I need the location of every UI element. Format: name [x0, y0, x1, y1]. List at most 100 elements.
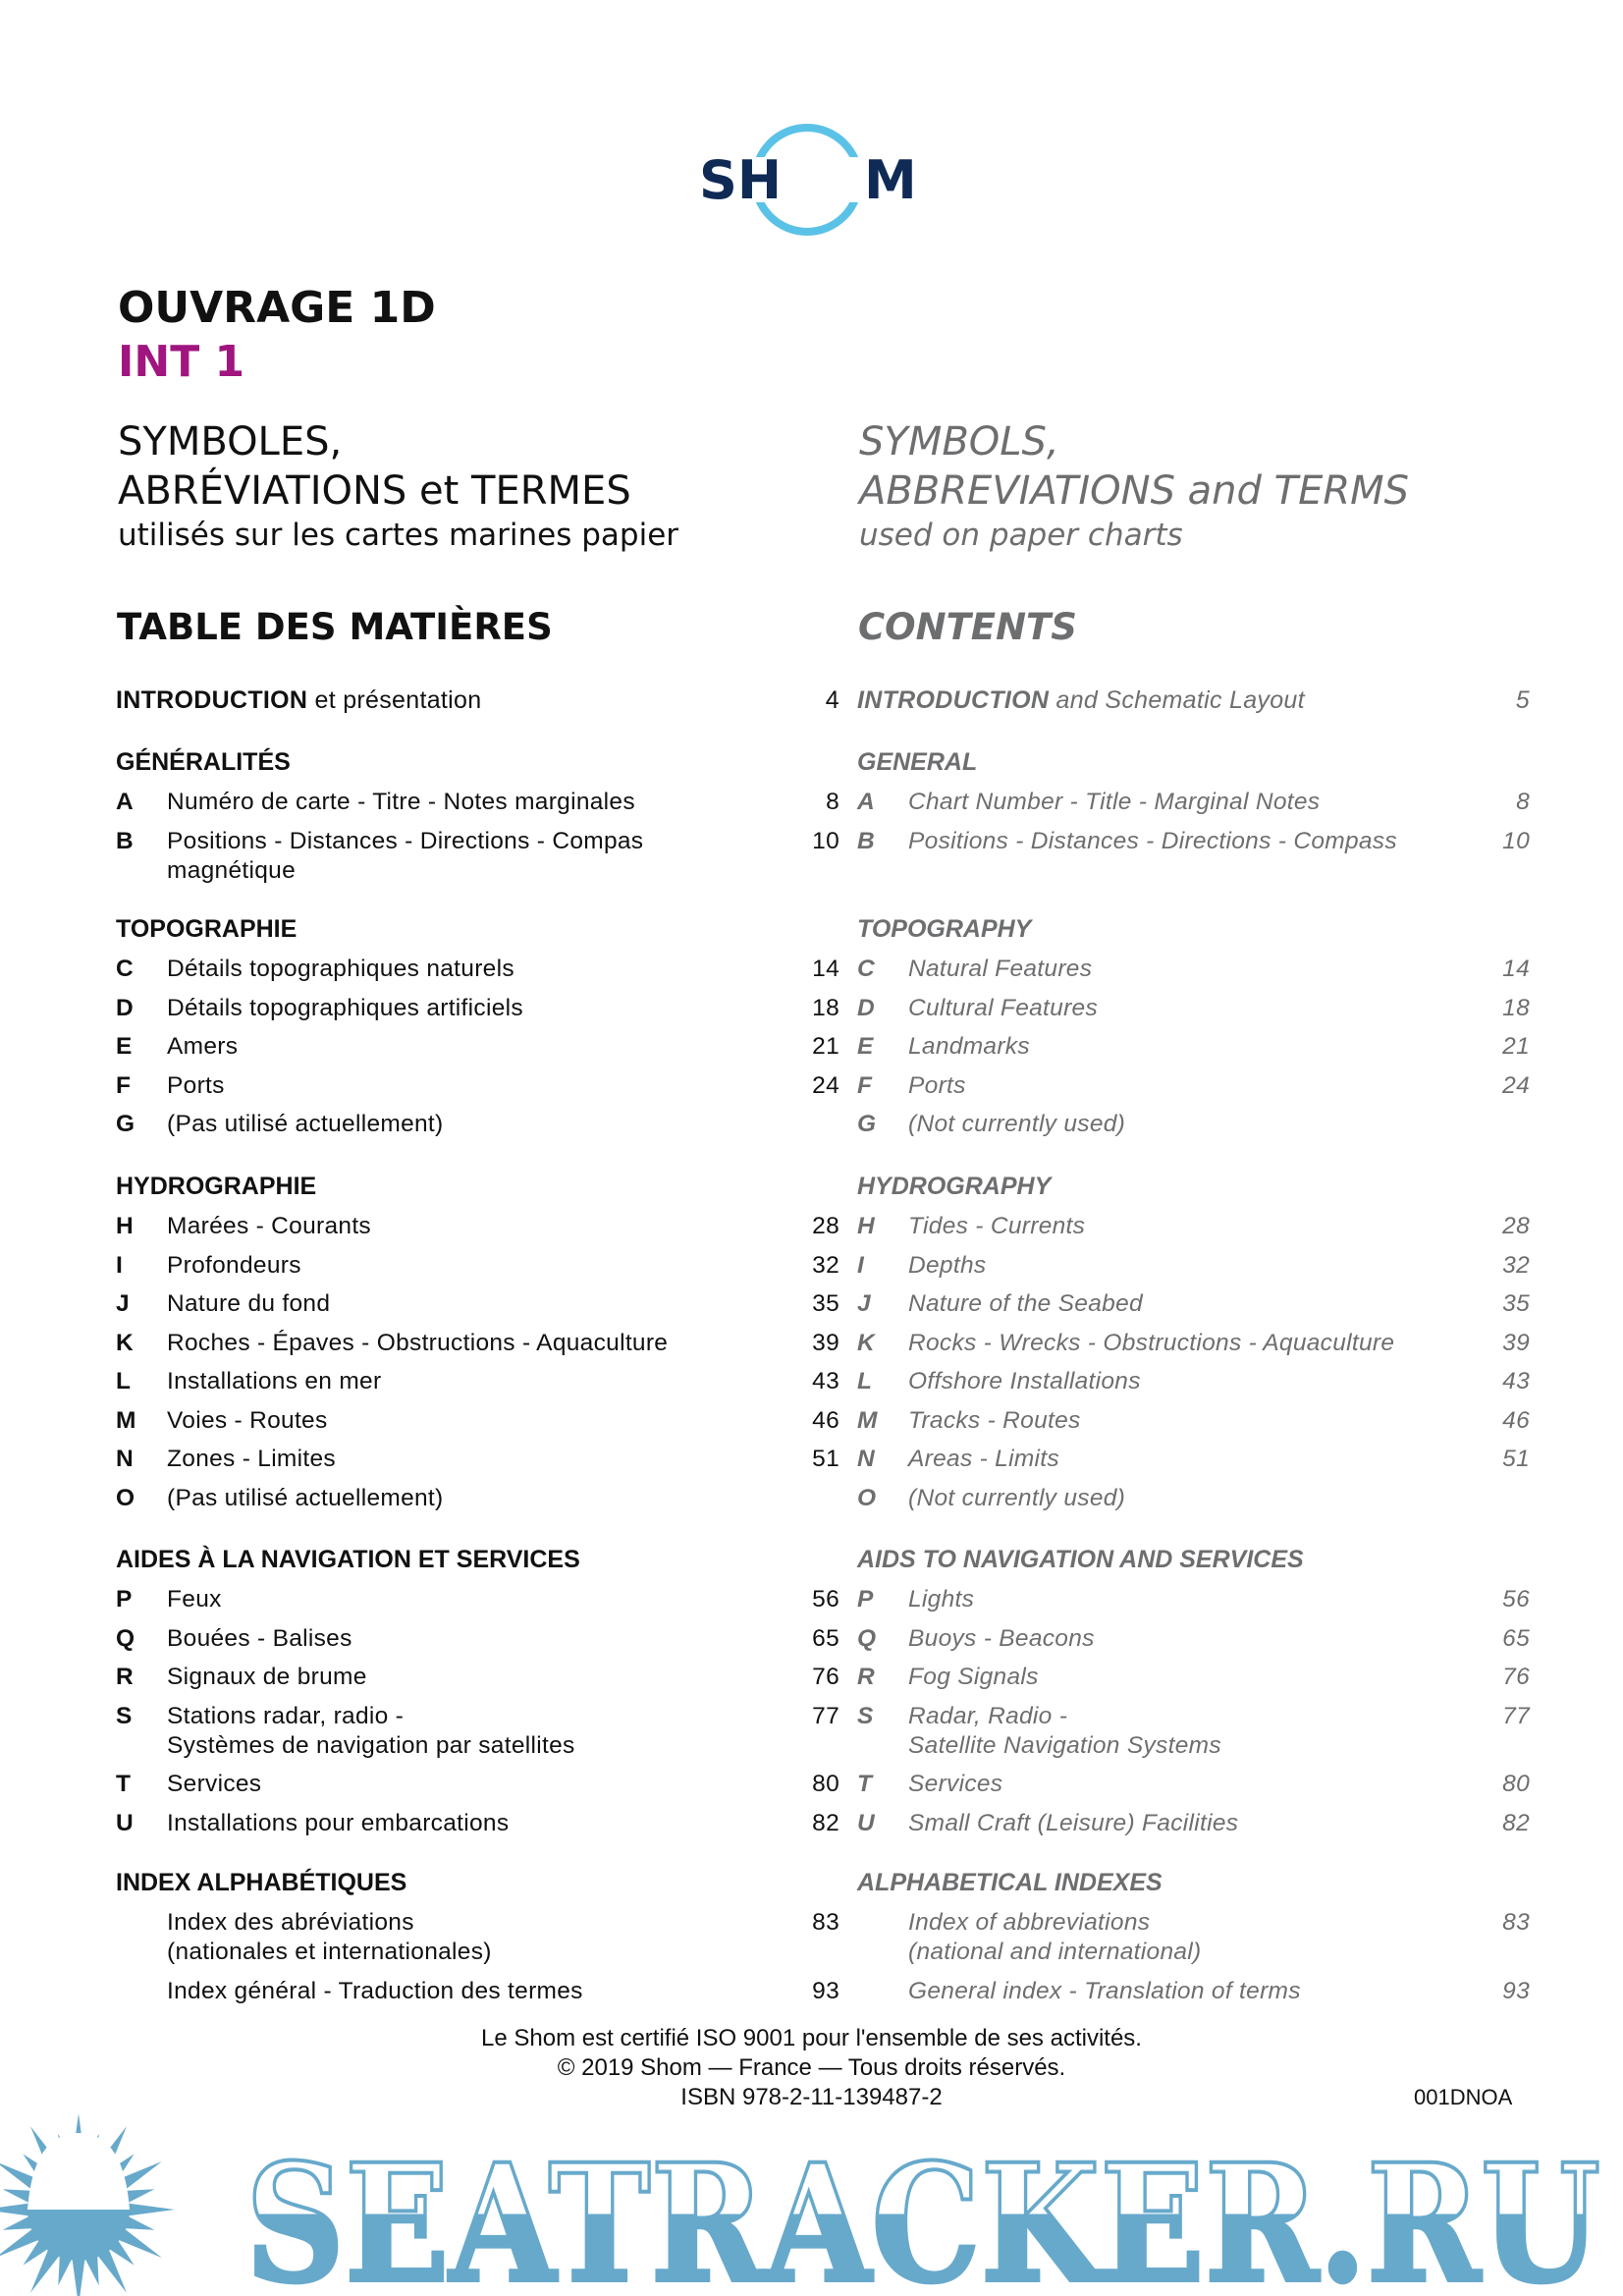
entry-letter: N — [857, 1446, 875, 1472]
section-heading: GENERAL — [857, 748, 978, 776]
toc-section: HYDROGRAPHIE H Marées - Courants 28 I Pr… — [116, 1166, 839, 1518]
toc-entry[interactable]: M Voies - Routes 46 — [116, 1401, 839, 1441]
sun-icon — [0, 2113, 175, 2296]
entry-label: Détails topographiques naturels — [167, 956, 514, 982]
toc-entry[interactable]: N Zones - Limites 51 — [116, 1440, 839, 1479]
toc-entry[interactable]: P Lights 56 — [857, 1580, 1530, 1619]
page-number: 5 — [1515, 686, 1530, 714]
entry-label: Depths — [908, 1251, 987, 1279]
entry-label: (Pas utilisé actuellement) — [167, 1111, 444, 1137]
entry-letter: L — [116, 1368, 132, 1394]
toc-entry[interactable]: D Détails topographiques artificiels 18 — [116, 989, 839, 1028]
toc-entry[interactable]: G (Pas utilisé actuellement) — [116, 1105, 784, 1144]
toc-entry[interactable]: H Tides - Currents 28 — [857, 1207, 1530, 1246]
toc-intro[interactable]: INTRODUCTION et présentation 4 — [116, 681, 839, 720]
page-number: 28 — [1502, 1213, 1530, 1239]
entry-label: General index - Translation of terms — [908, 1977, 1301, 2004]
toc-entry[interactable]: T Services 80 — [116, 1765, 839, 1804]
toc-entry[interactable]: C Détails topographiques naturels 14 — [116, 950, 839, 989]
toc-entry[interactable]: J Nature of the Seabed 35 — [857, 1285, 1530, 1324]
entry-letter: H — [116, 1213, 134, 1239]
toc-entry[interactable]: T Services 80 — [857, 1765, 1530, 1804]
page-number: 46 — [1502, 1406, 1530, 1434]
toc-entry[interactable]: I Depths 32 — [857, 1246, 1530, 1285]
entry-label: Index of abbreviations (national and inte… — [908, 1909, 1202, 1965]
section-heading: HYDROGRAPHIE — [116, 1173, 317, 1200]
entry-letter: H — [857, 1213, 875, 1239]
entry-letter: B — [857, 827, 875, 854]
toc-entry[interactable]: R Fog Signals 76 — [857, 1658, 1530, 1697]
toc-entry[interactable]: A Chart Number - Title - Marginal Notes … — [857, 783, 1530, 822]
page-number: 65 — [1502, 1624, 1530, 1652]
toc-entry[interactable]: M Tracks - Routes 46 — [857, 1401, 1530, 1441]
entry-label: Rocks - Wrecks - Obstructions - Aquacult… — [908, 1329, 1395, 1356]
entry-letter: Q — [116, 1624, 135, 1652]
entry-letter: P — [857, 1586, 874, 1613]
toc-section: ALPHABETICAL INDEXES Index of abbreviati… — [857, 1862, 1530, 2011]
entry-letter: J — [116, 1290, 130, 1317]
toc-entry[interactable]: G (Not currently used) — [857, 1105, 1525, 1144]
toc-entry[interactable]: O (Not currently used) — [857, 1479, 1525, 1518]
toc-entry[interactable]: N Areas - Limits 51 — [857, 1440, 1530, 1479]
toc-entry[interactable]: Index of abbreviations (national and inte… — [857, 1903, 1530, 1972]
toc-entry[interactable]: Index général - Traduction des termes 93 — [116, 1972, 839, 2011]
toc-entry[interactable]: L Offshore Installations 43 — [857, 1362, 1530, 1401]
page-number: 24 — [812, 1071, 839, 1099]
toc-intro[interactable]: INTRODUCTION and Schematic Layout 5 — [857, 681, 1530, 720]
entry-letter: F — [116, 1071, 132, 1099]
toc-entry[interactable]: U Installations pour embarcations 82 — [116, 1804, 839, 1843]
toc-entry[interactable]: Q Bouées - Balises 65 — [116, 1619, 839, 1659]
toc-entry[interactable]: S Radar, Radio - Satellite Navigation Sys… — [857, 1697, 1530, 1766]
toc-entry[interactable]: F Ports 24 — [857, 1066, 1530, 1106]
logo-text-right: M — [864, 149, 917, 211]
toc-entry[interactable]: F Ports 24 — [116, 1066, 839, 1106]
toc-entry[interactable]: K Rocks - Wrecks - Obstructions - Aquacu… — [857, 1324, 1530, 1363]
entry-letter: U — [857, 1809, 875, 1836]
toc-entry[interactable]: R Signaux de brume 76 — [116, 1658, 839, 1697]
toc-entry[interactable]: E Amers 21 — [116, 1027, 839, 1066]
entry-letter: M — [857, 1406, 878, 1434]
entry-label-cont: (nationales et internationales) — [167, 1939, 492, 1965]
intro-bold: INTRODUCTION — [116, 686, 308, 714]
toc-entry[interactable]: Index des abréviations (nationales et int… — [116, 1903, 839, 1972]
entry-label: Small Craft (Leisure) Facilities — [908, 1809, 1239, 1836]
toc-entry[interactable]: S Stations radar, radio - Systèmes de nav… — [116, 1697, 839, 1766]
toc-entry[interactable]: O (Pas utilisé actuellement) — [116, 1479, 784, 1518]
document-subtitle: INT 1 — [118, 337, 245, 387]
entry-label: Zones - Limites — [167, 1446, 336, 1472]
toc-entry[interactable]: A Numéro de carte - Titre - Notes margin… — [116, 783, 839, 822]
toc-entry[interactable]: P Feux 56 — [116, 1580, 839, 1619]
entry-letter: B — [116, 827, 134, 854]
page-number: 39 — [812, 1329, 839, 1356]
entry-label-cont: magnétique — [167, 856, 297, 884]
entry-letter: D — [857, 994, 875, 1021]
entry-letter: D — [116, 994, 134, 1021]
toc-entry[interactable]: H Marées - Courants 28 — [116, 1207, 839, 1246]
toc-entry[interactable]: B Positions - Distances - Directions - C… — [857, 822, 1530, 861]
toc-entry[interactable]: Q Buoys - Beacons 65 — [857, 1619, 1530, 1659]
toc-entry[interactable]: K Roches - Épaves - Obstructions - Aquac… — [116, 1324, 839, 1363]
entry-label: Cultural Features — [908, 994, 1099, 1021]
entry-letter: C — [857, 956, 875, 982]
toc-entry[interactable]: U Small Craft (Leisure) Facilities 82 — [857, 1804, 1530, 1843]
entry-letter: T — [857, 1771, 873, 1797]
toc-entry[interactable]: C Natural Features 14 — [857, 950, 1530, 989]
fr-title-line3: utilisés sur les cartes marines papier — [118, 518, 679, 553]
toc-entry[interactable]: J Nature du fond 35 — [116, 1285, 839, 1324]
toc-entry[interactable]: General index - Translation of terms 93 — [857, 1972, 1530, 2011]
page-number: 28 — [812, 1213, 839, 1239]
entry-label: Installations pour embarcations — [167, 1809, 510, 1836]
entry-label: Marées - Courants — [167, 1213, 371, 1239]
toc-entry[interactable]: B Positions - Distances - Directions - C… — [116, 822, 839, 891]
page-number: 21 — [812, 1033, 839, 1060]
toc-entry[interactable]: I Profondeurs 32 — [116, 1246, 839, 1285]
page-number: 76 — [812, 1664, 839, 1690]
entry-label: Feux — [167, 1586, 222, 1613]
toc-entry[interactable]: L Installations en mer 43 — [116, 1362, 839, 1401]
entry-label: Services — [908, 1771, 1003, 1797]
page-number: 77 — [1502, 1702, 1530, 1729]
page-number: 83 — [812, 1909, 839, 1936]
toc-entry[interactable]: E Landmarks 21 — [857, 1027, 1530, 1066]
toc-entry[interactable]: D Cultural Features 18 — [857, 989, 1530, 1028]
page-number: 8 — [826, 789, 839, 815]
